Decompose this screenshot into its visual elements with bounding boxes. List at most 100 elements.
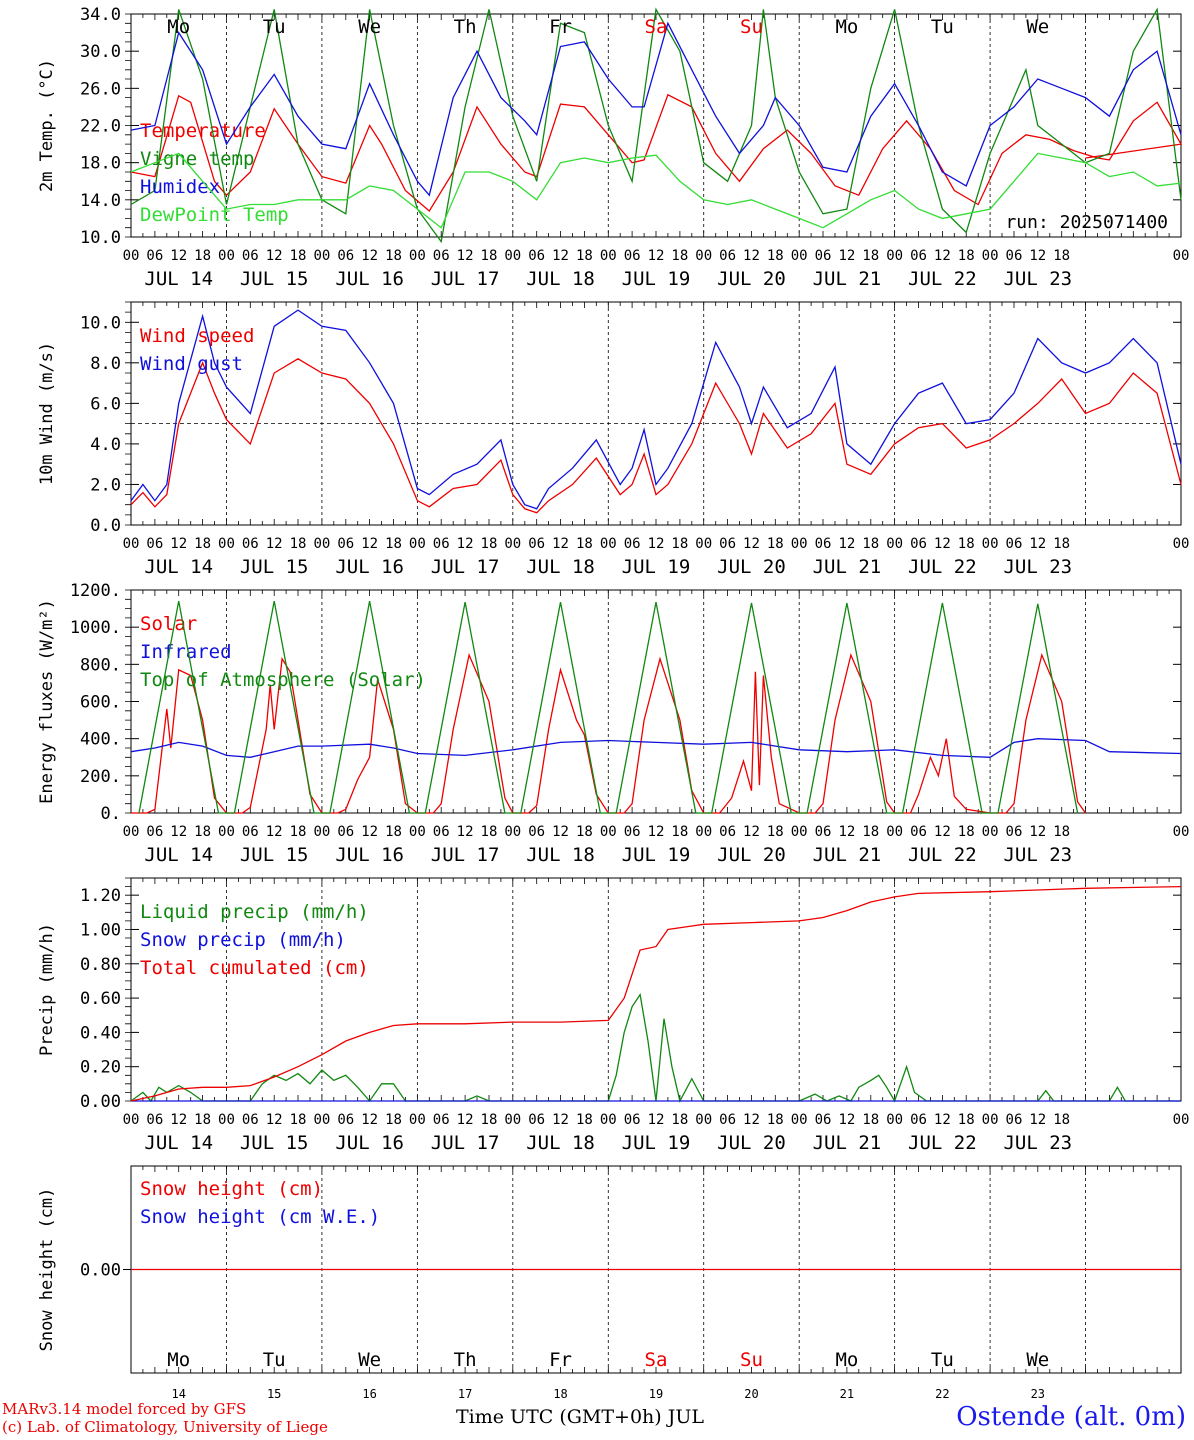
x-hour-label: 12: [743, 536, 760, 552]
y-axis-label: 2m Temp. (°C): [37, 59, 57, 192]
x-hour-label: 06: [433, 536, 450, 552]
x-hour-label: 18: [1053, 824, 1070, 840]
panel-5: 0.00 Snow height (cm) Snow height (cm) Snow…: [37, 1165, 1182, 1401]
x-hour-label: 06: [1006, 536, 1023, 552]
x-hour-label: 06: [433, 248, 450, 264]
x-hour-label: 06: [528, 824, 545, 840]
x-hour-label: 12: [552, 1112, 569, 1128]
plot-frame: [130, 301, 1182, 526]
y-axis-label: Precip (mm/h): [37, 923, 57, 1056]
x-hour-label: 12: [266, 248, 283, 264]
y-tick-label: 0.00: [80, 1261, 121, 1281]
x-hour-label: 00: [1173, 248, 1190, 264]
x-hour-label: 12: [170, 536, 187, 552]
x-hour-label: 18: [1053, 1112, 1070, 1128]
x-hour-label: 00: [982, 1112, 999, 1128]
x-hour-label: 12: [361, 536, 378, 552]
x-hour-label: 00: [791, 824, 808, 840]
x-hour-label: 18: [481, 824, 498, 840]
x-hour-label: 12: [743, 1112, 760, 1128]
x-date-label: JUL 20: [717, 268, 786, 290]
x-hour-label: 12: [648, 824, 665, 840]
x-hour-label: 06: [146, 248, 163, 264]
y-tick-label: 0.00: [80, 1092, 121, 1112]
x-hour-label: 12: [1029, 824, 1046, 840]
x-date-label: JUL 14: [144, 1132, 213, 1154]
x-hour-label: 12: [457, 248, 474, 264]
x-date-label: JUL 22: [908, 268, 977, 290]
y-tick-label: 34.0: [80, 5, 121, 25]
y-tick-label: 0.40: [80, 1023, 121, 1043]
x-axis-title: Time UTC (GMT+0h) JUL: [456, 1406, 704, 1428]
legend-entry: Snow precip (mm/h): [140, 929, 346, 951]
x-hour-label: 00: [409, 536, 426, 552]
x-hour-label: 00: [1173, 824, 1190, 840]
y-axis-label: Energy fluxes (W/m²): [37, 599, 57, 804]
x-hour-label: 18: [767, 824, 784, 840]
y-tick-label: 26.0: [80, 79, 121, 99]
x-hour-label: 00: [600, 1112, 617, 1128]
x-hour-label: 12: [170, 824, 187, 840]
day-number-label: 17: [458, 1387, 472, 1401]
x-date-label: JUL 17: [431, 268, 500, 290]
y-minor-ticks: [125, 589, 131, 814]
x-date-label: JUL 17: [431, 844, 500, 866]
y-tick-label: 4.0: [90, 435, 121, 455]
x-hour-label: 06: [815, 536, 832, 552]
y-minor-ticks: [125, 877, 131, 1102]
series-line-total-cumulated-cm-: [130, 885, 1182, 1102]
x-hour-label: 06: [242, 824, 259, 840]
x-hour-label: 00: [218, 248, 235, 264]
x-hour-label: 18: [576, 1112, 593, 1128]
x-date-label: JUL 19: [622, 1132, 691, 1154]
x-hour-label: 06: [815, 1112, 832, 1128]
day-abbr-label: We: [1026, 1349, 1049, 1371]
x-hour-label: 12: [170, 1112, 187, 1128]
x-hour-label: 12: [934, 536, 951, 552]
x-hour-label: 00: [982, 824, 999, 840]
x-hour-label: 00: [123, 248, 140, 264]
x-ticks: [130, 1166, 1182, 1373]
x-date-label: JUL 20: [717, 556, 786, 578]
legend-entry: Humidex: [140, 176, 220, 198]
x-hour-label: 18: [1053, 536, 1070, 552]
x-hour-label: 12: [1029, 1112, 1046, 1128]
day-abbr-label: Mo: [167, 1349, 190, 1371]
x-date-label: JUL 16: [335, 556, 404, 578]
x-hour-label: 00: [791, 1112, 808, 1128]
x-hour-label: 18: [767, 248, 784, 264]
legend-entry: Liquid precip (mm/h): [140, 901, 369, 923]
x-hour-label: 12: [743, 824, 760, 840]
y-tick-label: 1200.: [70, 581, 121, 601]
x-date-label: JUL 18: [526, 268, 595, 290]
day-abbr-label: We: [358, 16, 381, 38]
y-tick-label: 6.0: [90, 394, 121, 414]
x-date-label: JUL 23: [1003, 844, 1072, 866]
x-hour-label: 18: [958, 248, 975, 264]
x-date-label: JUL 16: [335, 268, 404, 290]
day-number-label: 23: [1031, 1387, 1045, 1401]
x-hour-label: 18: [290, 248, 307, 264]
x-hour-label: 00: [1173, 1112, 1190, 1128]
x-ticks: [130, 302, 1182, 525]
x-date-label: JUL 20: [717, 1132, 786, 1154]
x-date-label: JUL 21: [813, 844, 882, 866]
x-date-label: JUL 14: [144, 844, 213, 866]
x-hour-label: 06: [624, 536, 641, 552]
x-hour-label: 18: [194, 1112, 211, 1128]
x-date-label: JUL 23: [1003, 268, 1072, 290]
x-hour-label: 06: [910, 824, 927, 840]
x-hour-label: 18: [194, 824, 211, 840]
legend-entry: Temperature: [140, 120, 266, 142]
legend-entry: Wind gust: [140, 353, 243, 375]
x-date-label: JUL 19: [622, 556, 691, 578]
x-hour-label: 18: [290, 1112, 307, 1128]
x-hour-label: 00: [695, 248, 712, 264]
x-ticks: [130, 590, 1182, 813]
series-line-humidex: [130, 21, 1182, 197]
x-hour-label: 00: [123, 536, 140, 552]
x-hour-label: 00: [695, 1112, 712, 1128]
x-hour-label: 12: [838, 824, 855, 840]
x-hour-label: 18: [194, 536, 211, 552]
